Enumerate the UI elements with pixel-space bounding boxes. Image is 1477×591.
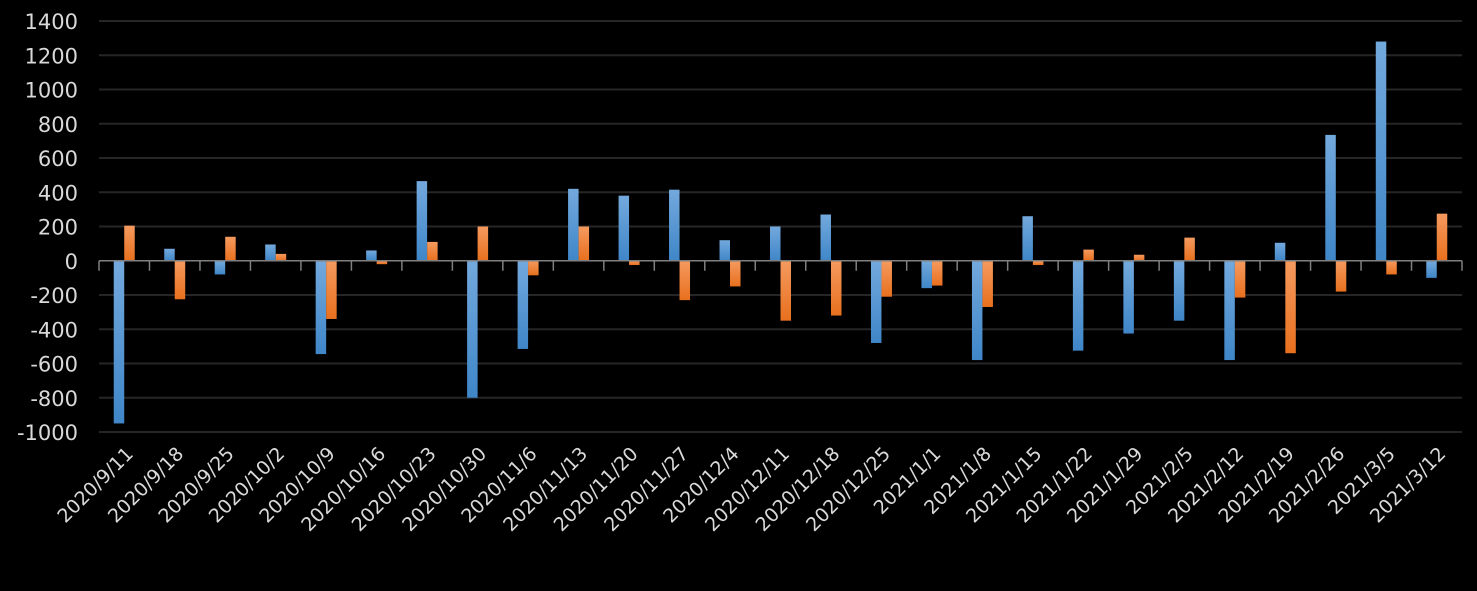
- bar-series-1: [1375, 41, 1387, 261]
- bars: [113, 41, 1448, 424]
- bar-series-1: [870, 260, 882, 343]
- y-tick-label: 1400: [25, 10, 78, 34]
- x-axis-labels: 2020/9/112020/9/182020/9/252020/10/22020…: [53, 443, 1450, 536]
- bar-series-2: [225, 236, 236, 261]
- bar-series-1: [1123, 260, 1134, 334]
- bar-series-1: [820, 214, 831, 261]
- bar-series-1: [1274, 242, 1286, 261]
- bar-series-1: [1173, 260, 1185, 321]
- bar-series-1: [719, 240, 731, 261]
- bar-series-1: [467, 260, 478, 398]
- bar-series-1: [971, 260, 983, 361]
- bar-series-2: [1285, 260, 1296, 354]
- bar-series-2: [427, 241, 438, 261]
- bar-series-1: [1072, 260, 1084, 351]
- bar-series-2: [1032, 260, 1044, 266]
- bar-series-2: [931, 260, 943, 286]
- bar-series-2: [578, 226, 590, 261]
- y-tick-label: 800: [38, 113, 78, 137]
- y-tick-label: -600: [30, 353, 78, 377]
- y-tick-label: 600: [38, 147, 78, 171]
- bar-series-1: [1325, 134, 1336, 261]
- bar-series-1: [113, 260, 125, 424]
- bar-series-2: [1386, 260, 1397, 275]
- bar-series-1: [770, 226, 781, 261]
- bar-series-2: [477, 226, 489, 261]
- bar-series-2: [679, 260, 691, 301]
- bar-series-2: [528, 260, 539, 276]
- bar-series-1: [669, 189, 680, 261]
- y-tick-label: 1000: [25, 79, 78, 103]
- bar-series-1: [517, 260, 529, 349]
- y-tick-label: 400: [38, 181, 78, 205]
- bar-series-1: [1022, 216, 1033, 261]
- bar-series-2: [1234, 260, 1246, 298]
- bar-series-1: [618, 195, 630, 261]
- bar-series-1: [366, 250, 377, 261]
- bar-series-1: [315, 260, 327, 355]
- y-tick-label: 200: [38, 216, 78, 240]
- bar-series-2: [174, 260, 186, 300]
- bar-series-1: [921, 260, 932, 289]
- y-tick-label: 1200: [25, 44, 78, 68]
- bar-series-2: [1083, 249, 1094, 261]
- y-tick-label: -1000: [17, 421, 78, 445]
- y-tick-label: 0: [65, 250, 78, 274]
- bar-series-2: [275, 253, 287, 261]
- bar-series-2: [830, 260, 842, 316]
- bar-series-1: [214, 260, 226, 275]
- bar-series-1: [1224, 260, 1235, 361]
- bar-series-1: [1426, 260, 1437, 278]
- y-axis-ticks: -1000 -800 -600 -400 -200 0 200 400 600 800 1000 12…: [17, 10, 78, 445]
- bar-series-2: [326, 260, 337, 319]
- bar-series-2: [629, 260, 640, 266]
- bar-series-2: [982, 260, 993, 307]
- bar-series-2: [376, 260, 388, 265]
- bar-series-1: [568, 188, 579, 261]
- bar-series-2: [1436, 213, 1448, 261]
- y-tick-label: -200: [30, 284, 78, 308]
- y-tick-label: -400: [30, 318, 78, 342]
- bar-series-2: [881, 260, 892, 297]
- bar-series-1: [416, 181, 428, 261]
- bar-series-1: [265, 244, 276, 261]
- bar-series-2: [1133, 254, 1145, 261]
- bar-series-2: [124, 225, 135, 261]
- bar-series-2: [730, 260, 741, 287]
- bar-series-2: [780, 260, 791, 321]
- bar-series-1: [164, 248, 175, 261]
- bar-series-2: [1184, 237, 1195, 261]
- bar-series-2: [1335, 260, 1347, 292]
- x-axis: [98, 260, 1463, 271]
- y-tick-label: -800: [30, 387, 78, 411]
